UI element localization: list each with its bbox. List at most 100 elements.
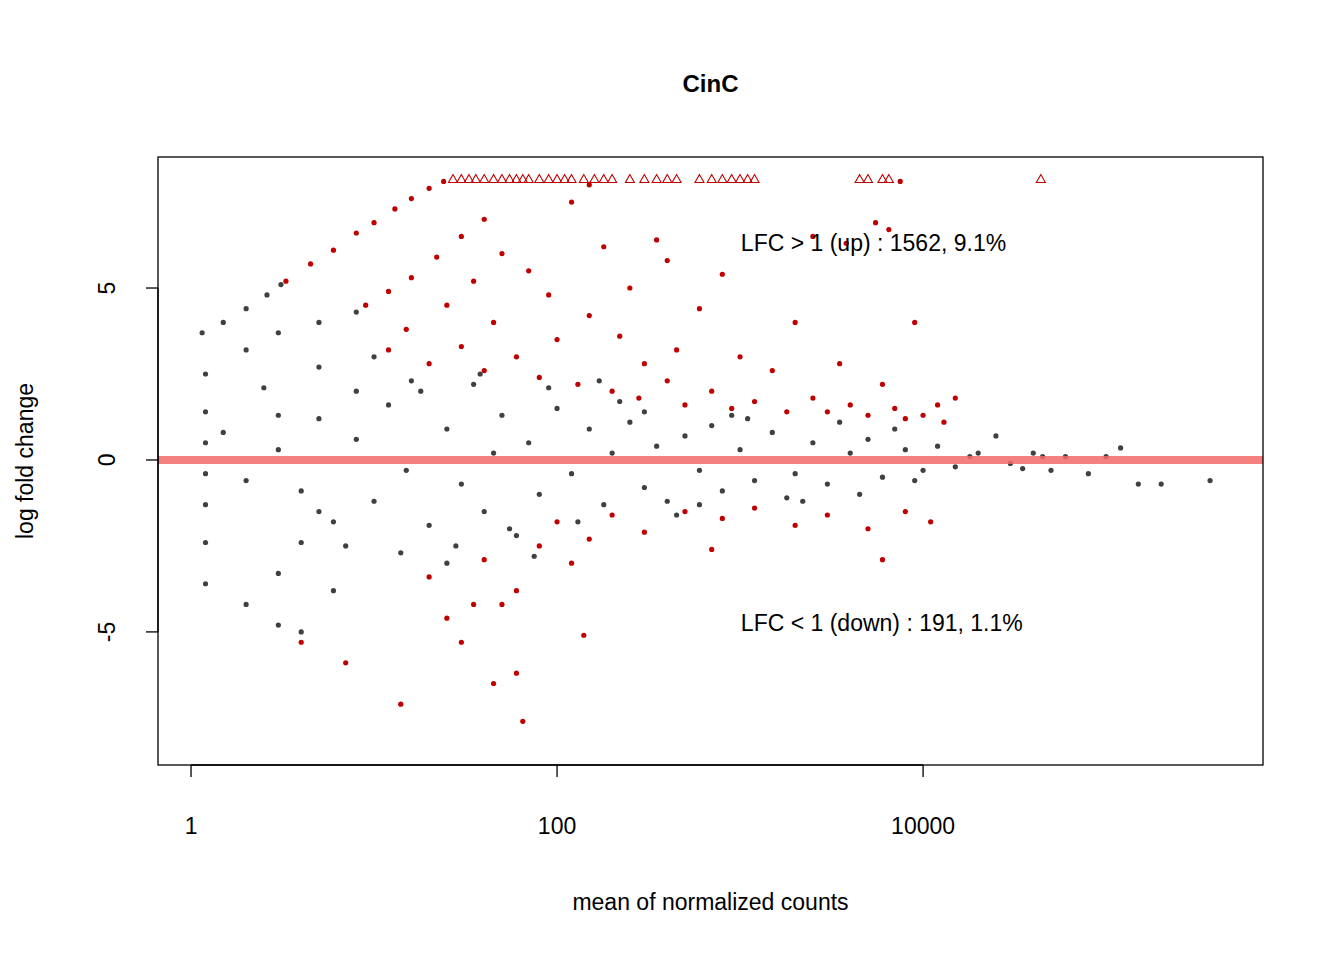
point bbox=[299, 488, 304, 493]
point bbox=[770, 368, 775, 373]
point bbox=[892, 426, 897, 431]
point bbox=[784, 409, 789, 414]
point bbox=[718, 175, 727, 183]
point bbox=[810, 440, 815, 445]
point bbox=[478, 371, 483, 376]
point bbox=[482, 509, 487, 514]
point bbox=[491, 681, 496, 686]
point bbox=[750, 175, 759, 183]
plot-area bbox=[158, 175, 1263, 724]
point bbox=[331, 588, 336, 593]
point bbox=[674, 512, 679, 517]
point bbox=[697, 468, 702, 473]
point bbox=[507, 526, 512, 531]
point bbox=[544, 175, 553, 183]
point bbox=[993, 433, 998, 438]
point bbox=[707, 175, 716, 183]
point bbox=[720, 272, 725, 277]
point bbox=[625, 175, 634, 183]
point bbox=[920, 413, 925, 418]
point bbox=[654, 237, 659, 242]
point bbox=[654, 444, 659, 449]
tick bbox=[146, 287, 158, 288]
point bbox=[752, 506, 757, 511]
point bbox=[880, 557, 885, 562]
x-axis: 110010000 bbox=[185, 765, 955, 839]
point bbox=[459, 234, 464, 239]
point bbox=[884, 175, 893, 183]
point bbox=[920, 468, 925, 473]
point bbox=[800, 499, 805, 504]
point bbox=[575, 519, 580, 524]
point bbox=[912, 320, 917, 325]
point bbox=[261, 385, 266, 390]
point bbox=[459, 640, 464, 645]
point bbox=[587, 313, 592, 318]
point bbox=[409, 196, 414, 201]
point bbox=[567, 175, 576, 183]
point bbox=[610, 389, 615, 394]
point bbox=[810, 395, 815, 400]
tick bbox=[922, 765, 923, 777]
point bbox=[526, 440, 531, 445]
chart: CinC110010000mean of normalized counts-5… bbox=[0, 0, 1344, 960]
point bbox=[276, 622, 281, 627]
point bbox=[554, 519, 559, 524]
point bbox=[537, 492, 542, 497]
point bbox=[880, 382, 885, 387]
point bbox=[535, 175, 544, 183]
point bbox=[903, 447, 908, 452]
point bbox=[709, 389, 714, 394]
point bbox=[1020, 466, 1025, 471]
point bbox=[729, 406, 734, 411]
point bbox=[276, 571, 281, 576]
point bbox=[278, 282, 283, 287]
point bbox=[793, 320, 798, 325]
point bbox=[825, 409, 830, 414]
point bbox=[652, 175, 661, 183]
tick-label: 1 bbox=[185, 813, 198, 839]
point bbox=[427, 574, 432, 579]
annotation: LFC < 1 (down) : 191, 1.1% bbox=[741, 610, 1023, 636]
point bbox=[672, 175, 681, 183]
point bbox=[221, 320, 226, 325]
point bbox=[935, 444, 940, 449]
point bbox=[203, 440, 208, 445]
point bbox=[928, 519, 933, 524]
tick bbox=[556, 765, 557, 777]
point bbox=[471, 175, 480, 183]
point bbox=[857, 492, 862, 497]
point bbox=[532, 554, 537, 559]
point bbox=[221, 430, 226, 435]
point bbox=[642, 530, 647, 535]
point bbox=[343, 543, 348, 548]
point bbox=[935, 402, 940, 407]
point bbox=[880, 475, 885, 480]
point bbox=[354, 389, 359, 394]
point bbox=[482, 557, 487, 562]
point bbox=[1159, 481, 1164, 486]
tick bbox=[146, 631, 158, 632]
point bbox=[203, 540, 208, 545]
point bbox=[499, 413, 504, 418]
point bbox=[427, 523, 432, 528]
reference-line bbox=[158, 456, 1263, 464]
axis-title: log fold change bbox=[12, 383, 38, 539]
point bbox=[371, 354, 376, 359]
point bbox=[526, 268, 531, 273]
point bbox=[392, 206, 397, 211]
point bbox=[601, 244, 606, 249]
point bbox=[1136, 481, 1141, 486]
point bbox=[825, 512, 830, 517]
point bbox=[737, 447, 742, 452]
point bbox=[642, 361, 647, 366]
point bbox=[709, 547, 714, 552]
point bbox=[599, 175, 608, 183]
point bbox=[642, 485, 647, 490]
point bbox=[1031, 450, 1036, 455]
point bbox=[308, 261, 313, 266]
point bbox=[459, 481, 464, 486]
point bbox=[482, 217, 487, 222]
point bbox=[427, 186, 432, 191]
point bbox=[203, 581, 208, 586]
